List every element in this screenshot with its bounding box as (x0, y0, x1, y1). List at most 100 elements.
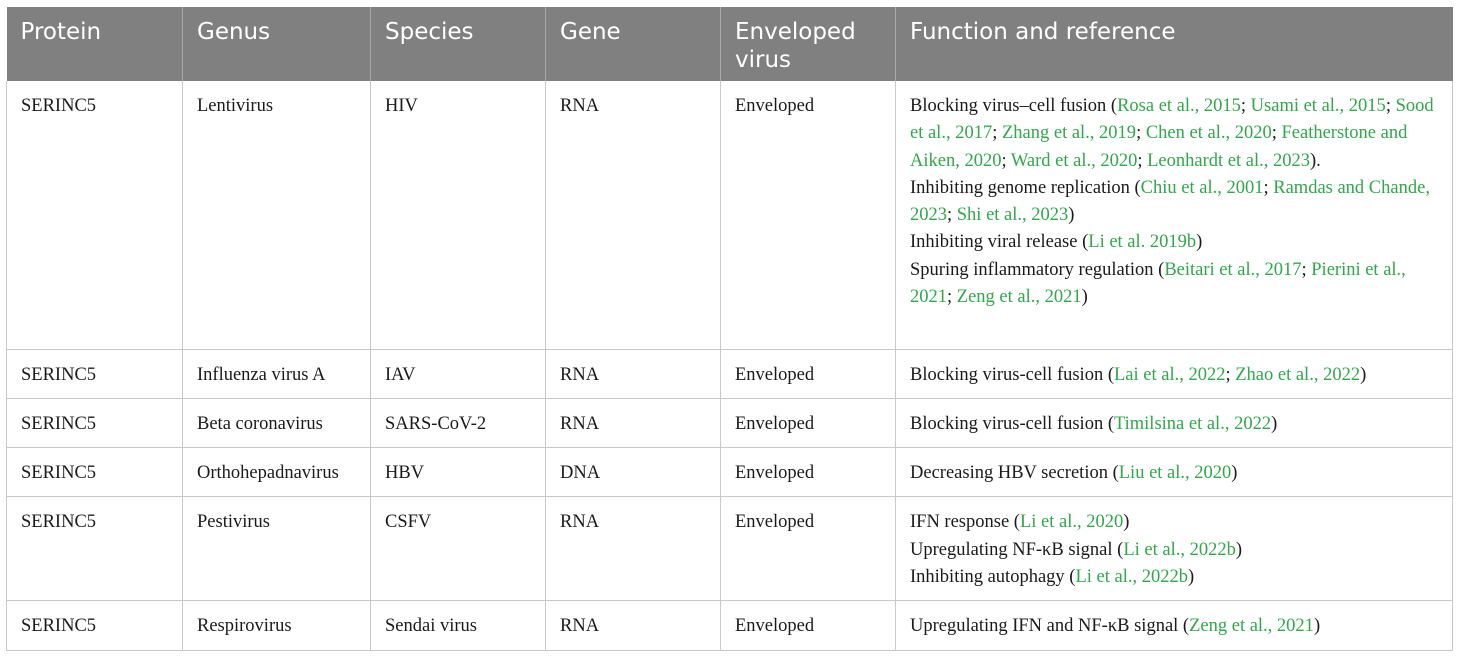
enveloped-cell: Enveloped (720, 349, 896, 399)
function-line: Decreasing HBV secretion (Liu et al., 20… (910, 460, 1438, 487)
function-text: ) (1313, 616, 1321, 637)
function-text: ; (947, 287, 957, 308)
reference-link[interactable]: Pierini et al., 2021 (910, 259, 1406, 308)
function-text: Blocking virus-cell fusion ( (910, 413, 1114, 434)
function-text: ; (1137, 150, 1148, 171)
virus-table-container: Protein Genus Species Gene Enveloped vir… (6, 7, 1453, 651)
function-line: Inhibiting viral release (Li et al. 2019… (910, 229, 1438, 256)
reference-link[interactable]: Zeng et al., 2021 (956, 287, 1082, 308)
header-row: Protein Genus Species Gene Enveloped vir… (6, 7, 1453, 81)
gene-cell: RNA (545, 496, 721, 602)
function-text: ; (1240, 96, 1251, 116)
reference-link[interactable]: Ward et al., 2020 (1010, 150, 1138, 171)
protein-cell: SERINC5 (6, 496, 183, 602)
header-genus: Genus (182, 7, 371, 81)
function-text: ) (1360, 364, 1367, 385)
species-cell: IAV (370, 349, 546, 399)
genus-cell: Respirovirus (182, 600, 371, 651)
function-text: ) (1235, 539, 1243, 560)
table-row: SERINC5 Lentivirus HIV RNA Enveloped Blocking… (6, 81, 1453, 350)
table-row: SERINC5 Influenza virus A IAV RNA Enveloped B… (6, 349, 1453, 399)
table-body: SERINC5 Lentivirus HIV RNA Enveloped Blocking… (6, 81, 1453, 651)
function-text: ) (1081, 287, 1088, 308)
gene-cell: RNA (545, 600, 721, 651)
protein-cell: SERINC5 (6, 349, 183, 399)
table-row: SERINC5 Respirovirus Sendai virus RNA Envelo… (6, 600, 1453, 651)
function-text: Spuring inflammatory regulation ( (910, 259, 1165, 280)
function-text: ) (1068, 205, 1075, 226)
header-protein: Protein (6, 7, 183, 81)
reference-link[interactable]: Chen et al., 2020 (1145, 123, 1272, 144)
serinc5-virus-table: Protein Genus Species Gene Enveloped vir… (6, 7, 1453, 651)
reference-link[interactable]: Featherstone and Aiken, 2020 (910, 123, 1408, 171)
reference-link[interactable]: Rosa et al., 2015 (1117, 96, 1241, 116)
function-text: Inhibiting viral release ( (910, 232, 1089, 253)
table-row: SERINC5 Orthohepadnavirus HBV DNA Enveloped D… (6, 447, 1453, 498)
enveloped-cell: Enveloped (720, 496, 896, 602)
protein-cell: SERINC5 (6, 398, 183, 449)
function-text: ; (947, 205, 957, 226)
reference-link[interactable]: Leonhardt et al., 2023 (1147, 150, 1310, 171)
function-text: IFN response ( (910, 512, 1020, 533)
species-cell: CSFV (370, 496, 546, 602)
function-text: ). (1309, 150, 1321, 171)
function-text: ; (1136, 123, 1146, 144)
genus-cell: Orthohepadnavirus (182, 447, 371, 498)
protein-cell: SERINC5 (6, 600, 183, 651)
gene-cell: RNA (545, 349, 721, 399)
function-reference-cell: Blocking virus-cell fusion (Lai et al., … (895, 349, 1453, 399)
reference-link[interactable]: Shi et al., 2023 (956, 205, 1069, 226)
function-line: Spuring inflammatory regulation (Beitari… (910, 257, 1438, 312)
reference-link[interactable]: Lai et al., 2022 (1113, 364, 1226, 385)
function-reference-cell: Blocking virus-cell fusion (Timilsina et… (895, 398, 1453, 449)
function-line: IFN response (Li et al., 2020) (910, 509, 1438, 536)
species-cell: HBV (370, 447, 546, 498)
genus-cell: Influenza virus A (182, 349, 371, 399)
gene-cell: DNA (545, 447, 721, 498)
function-text: Inhibiting genome replication ( (910, 177, 1141, 198)
enveloped-cell: Enveloped (720, 81, 896, 350)
function-text: ; (1263, 177, 1274, 198)
table-row: SERINC5 Pestivirus CSFV RNA Enveloped IFN res… (6, 496, 1453, 602)
function-text: ) (1123, 512, 1130, 533)
reference-link[interactable]: Liu et al., 2020 (1118, 463, 1232, 484)
enveloped-cell: Enveloped (720, 398, 896, 449)
reference-link[interactable]: Li et al., 2020 (1019, 512, 1124, 533)
function-reference-cell: Blocking virus–cell fusion (Rosa et al.,… (895, 81, 1453, 350)
function-text: ; (1301, 259, 1312, 280)
protein-cell: SERINC5 (6, 447, 183, 498)
enveloped-cell: Enveloped (720, 447, 896, 498)
reference-link[interactable]: Li et al., 2022b (1075, 566, 1188, 587)
function-text: ) (1187, 566, 1195, 587)
function-line: Blocking virus-cell fusion (Timilsina et… (910, 411, 1438, 438)
reference-link[interactable]: Ramdas and Chande, 2023 (910, 177, 1430, 226)
genus-cell: Pestivirus (182, 496, 371, 602)
protein-cell: SERINC5 (6, 81, 183, 350)
genus-cell: Beta coronavirus (182, 398, 371, 449)
header-gene: Gene (545, 7, 721, 81)
function-text: ) (1271, 413, 1278, 434)
function-text: ; (1385, 96, 1396, 116)
reference-link[interactable]: Beitari et al., 2017 (1164, 259, 1302, 280)
header-enveloped-virus: Enveloped virus (720, 7, 896, 81)
reference-link[interactable]: Zhang et al., 2019 (1001, 123, 1137, 144)
reference-link[interactable]: Usami et al., 2015 (1250, 96, 1386, 116)
reference-link[interactable]: Li et al. 2019b (1088, 232, 1197, 253)
reference-link[interactable]: Chiu et al., 2001 (1140, 177, 1264, 198)
function-text: ; (1225, 364, 1236, 385)
header-function-and-reference: Function and reference (895, 7, 1453, 81)
function-text: ) (1231, 463, 1238, 484)
species-cell: Sendai virus (370, 600, 546, 651)
function-line: Upregulating IFN and NF-κB signal (Zeng … (910, 613, 1438, 640)
function-text: ; (1001, 150, 1011, 171)
reference-link[interactable]: Zeng et al., 2021 (1189, 616, 1314, 637)
gene-cell: RNA (545, 81, 721, 350)
reference-link[interactable]: Li et al., 2022b (1123, 539, 1236, 560)
reference-link[interactable]: Timilsina et al., 2022 (1113, 413, 1272, 434)
reference-link[interactable]: Sood et al., 2017 (910, 96, 1434, 144)
function-text: Upregulating NF-κB signal ( (910, 539, 1124, 560)
function-line: Inhibiting genome replication (Chiu et a… (910, 175, 1438, 230)
function-reference-cell: IFN response (Li et al., 2020) Upregulati… (895, 496, 1453, 602)
function-text: ) (1196, 232, 1203, 253)
reference-link[interactable]: Zhao et al., 2022 (1235, 364, 1361, 385)
